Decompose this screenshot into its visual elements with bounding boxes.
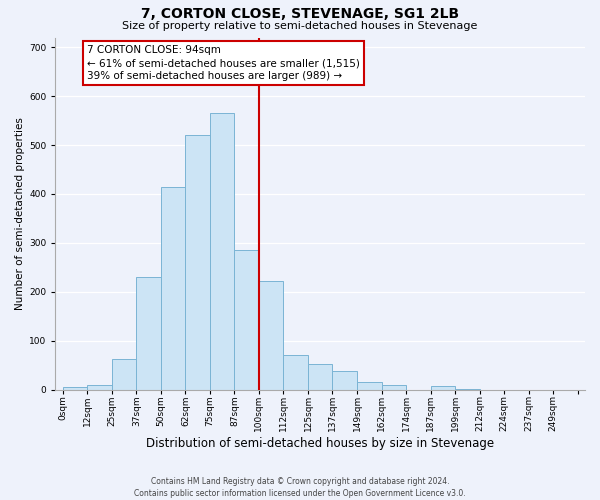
Bar <box>431 386 455 390</box>
Bar <box>382 384 406 390</box>
Text: 7 CORTON CLOSE: 94sqm
← 61% of semi-detached houses are smaller (1,515)
39% of s: 7 CORTON CLOSE: 94sqm ← 61% of semi-deta… <box>88 45 360 81</box>
Bar <box>112 359 136 390</box>
Bar <box>161 186 185 390</box>
Bar <box>455 388 479 390</box>
Text: Size of property relative to semi-detached houses in Stevenage: Size of property relative to semi-detach… <box>122 21 478 31</box>
Bar <box>332 372 357 390</box>
Bar <box>283 356 308 390</box>
Text: 7, CORTON CLOSE, STEVENAGE, SG1 2LB: 7, CORTON CLOSE, STEVENAGE, SG1 2LB <box>141 8 459 22</box>
Bar <box>357 382 382 390</box>
Y-axis label: Number of semi-detached properties: Number of semi-detached properties <box>15 117 25 310</box>
X-axis label: Distribution of semi-detached houses by size in Stevenage: Distribution of semi-detached houses by … <box>146 437 494 450</box>
Bar <box>185 136 210 390</box>
Bar <box>259 281 283 390</box>
Text: Contains HM Land Registry data © Crown copyright and database right 2024.
Contai: Contains HM Land Registry data © Crown c… <box>134 476 466 498</box>
Bar <box>88 384 112 390</box>
Bar <box>235 250 259 390</box>
Bar <box>210 114 235 390</box>
Bar <box>308 364 332 390</box>
Bar <box>63 387 88 390</box>
Bar <box>136 277 161 390</box>
